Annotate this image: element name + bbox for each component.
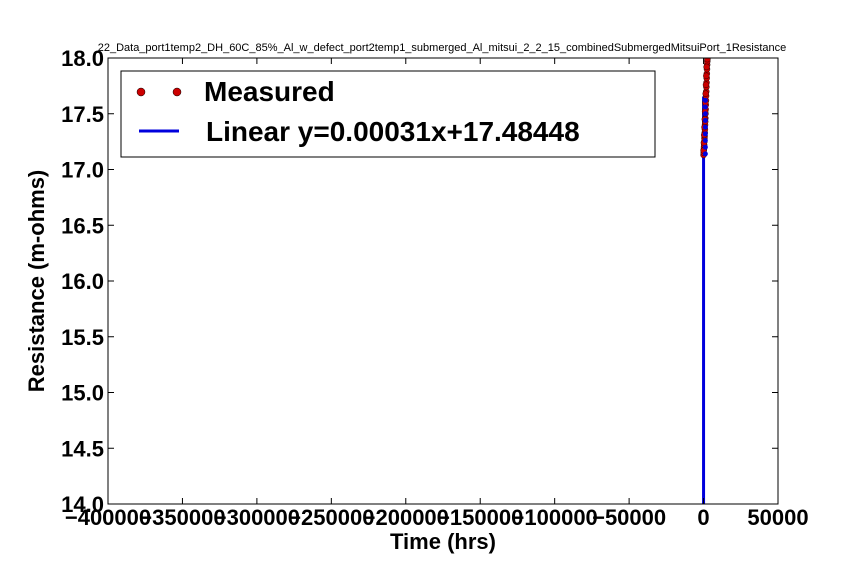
x-tick-label: −150000 [437,505,523,530]
x-tick-label: −350000 [139,505,225,530]
legend-linear-label: Linear y=0.00031x+17.48448 [206,116,580,147]
y-tick-label: 15.0 [61,381,104,406]
legend-measured-marker-2 [172,87,182,97]
legend-box [120,70,656,158]
linear-fit-marker [702,144,708,150]
measured-point [703,72,710,80]
measured-point [704,58,711,63]
linear-fit-marker [702,131,708,137]
x-tick-label: 0 [697,505,709,530]
x-tick-label: −400000 [65,505,151,530]
legend-measured-marker-1 [136,87,146,97]
y-tick-label: 14.5 [61,436,104,461]
y-tick-label: 17.0 [61,158,104,183]
y-tick-label: 14.0 [61,492,104,517]
linear-fit-marker [702,104,708,110]
measured-point [702,90,709,97]
x-tick-label: −200000 [363,505,449,530]
x-tick-label: −100000 [512,505,598,530]
linear-fit-marker [702,97,708,103]
linear-fit-marker [702,111,708,117]
x-tick-label: 50000 [747,505,808,530]
chart-title: 22_Data_port1temp2_DH_60C_85%_Al_w_defec… [98,42,787,54]
y-tick-label: 16.0 [61,269,104,294]
linear-fit-marker [702,117,708,123]
linear-fit-marker [702,138,708,144]
y-tick-label: 15.5 [61,325,104,350]
y-tick-label: 17.5 [61,102,104,127]
y-axis-label: Resistance (m-ohms) [24,170,49,393]
x-axis-label: Time (hrs) [390,529,496,554]
legend: Measured Linear y=0.00031x+17.48448 [120,70,656,158]
y-tick-label: 18.0 [61,46,104,71]
measured-point [703,63,710,71]
linear-fit-marker [702,124,708,130]
y-tick-label: 16.5 [61,213,104,238]
x-tick-label: −250000 [288,505,374,530]
linear-fit-marker [702,151,708,157]
measured-point [702,81,710,88]
x-tick-label: −50000 [592,505,666,530]
legend-measured-label: Measured [204,76,335,107]
x-tick-label: −300000 [214,505,300,530]
